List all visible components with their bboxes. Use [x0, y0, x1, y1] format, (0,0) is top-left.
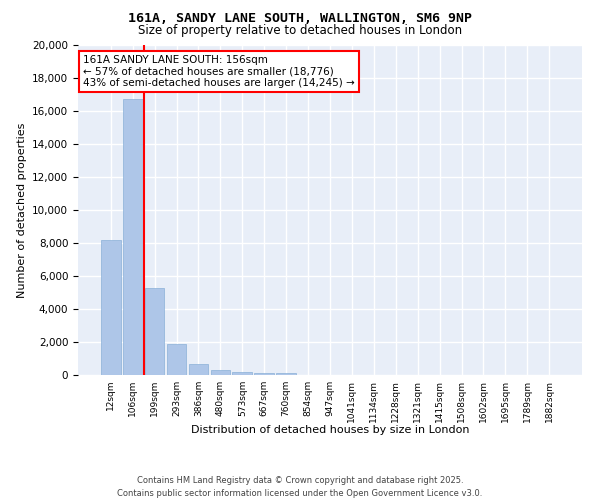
Bar: [188, 364, 208, 375]
Bar: [167, 344, 187, 375]
Text: Size of property relative to detached houses in London: Size of property relative to detached ho…: [138, 24, 462, 37]
Text: 161A, SANDY LANE SOUTH, WALLINGTON, SM6 9NP: 161A, SANDY LANE SOUTH, WALLINGTON, SM6 …: [128, 12, 472, 26]
Y-axis label: Number of detached properties: Number of detached properties: [17, 122, 26, 298]
Bar: [276, 374, 296, 375]
X-axis label: Distribution of detached houses by size in London: Distribution of detached houses by size …: [191, 425, 469, 435]
Bar: [101, 240, 121, 375]
Text: Contains HM Land Registry data © Crown copyright and database right 2025.
Contai: Contains HM Land Registry data © Crown c…: [118, 476, 482, 498]
Bar: [232, 372, 252, 375]
Bar: [123, 100, 143, 375]
Text: 161A SANDY LANE SOUTH: 156sqm
← 57% of detached houses are smaller (18,776)
43% : 161A SANDY LANE SOUTH: 156sqm ← 57% of d…: [83, 55, 355, 88]
Bar: [211, 370, 230, 375]
Bar: [254, 373, 274, 375]
Bar: [145, 288, 164, 375]
